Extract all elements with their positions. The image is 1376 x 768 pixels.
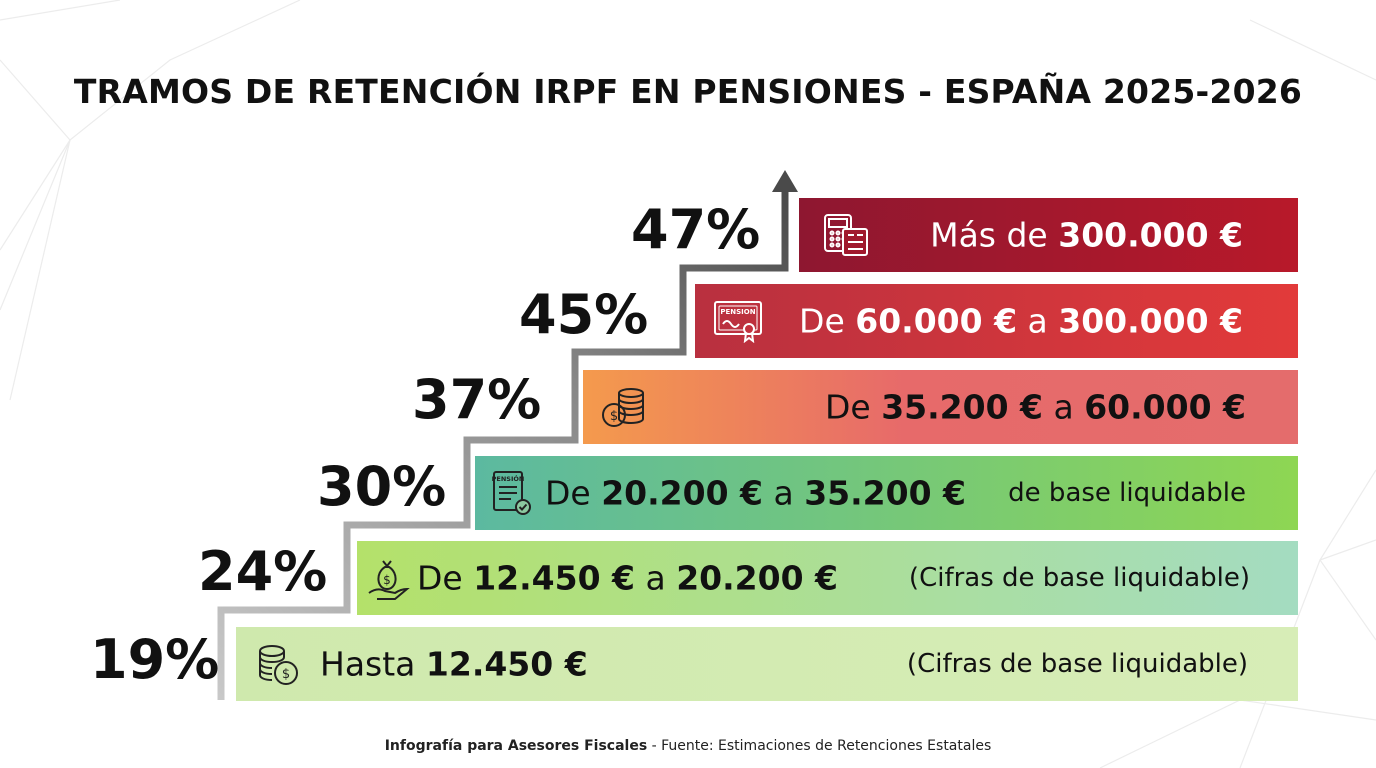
rate-19: 19% [90, 628, 220, 691]
page-title: TRAMOS DE RETENCIÓN IRPF EN PENSIONES - … [73, 72, 1303, 111]
svg-text:$: $ [383, 573, 391, 587]
tier-label-24: De 12.450 € a 20.200 € [417, 558, 838, 598]
footer-rest: - Fuente: Estimaciones de Retenciones Es… [647, 738, 992, 754]
tier-label-30: De 20.200 € a 35.200 € [545, 473, 966, 513]
svg-text:PENSIÓN: PENSIÓN [492, 474, 525, 483]
rate-30: 30% [317, 455, 447, 518]
tier-bar-47: Más de 300.000 € [799, 198, 1298, 272]
tier-label-47: Más de 300.000 € [930, 215, 1243, 255]
tier-bar-37: $ De 35.200 € a 60.000 € [583, 370, 1298, 444]
pension-document-icon: PENSIÓN [492, 471, 531, 515]
tier-note-24: (Cifras de base liquidable) [908, 563, 1250, 593]
tier-bar-30: PENSIÓN De 20.200 € a 35.200 € de base l… [475, 456, 1298, 530]
svg-text:$: $ [282, 667, 290, 682]
rate-45: 45% [519, 283, 649, 346]
money-bag-hand-icon: $ [368, 560, 410, 600]
tier-label-45: De 60.000 € a 300.000 € [799, 301, 1243, 341]
tier-bar-19: $ Hasta 12.450 € (Cifras de base liquida… [236, 627, 1298, 701]
tier-note-30: de base liquidable [1008, 478, 1246, 508]
tier-bar-45: PENSION De 60.000 € a 300.000 € [695, 284, 1298, 358]
arrow-head [772, 170, 798, 192]
svg-text:$: $ [610, 409, 618, 424]
staircase-line [217, 190, 789, 700]
pension-certificate-icon: PENSION [714, 301, 762, 343]
footer-caption: Infografía para Asesores Fiscales - Fuen… [0, 738, 1376, 754]
calculator-icon [824, 214, 868, 256]
footer-bold: Infografía para Asesores Fiscales [384, 738, 648, 754]
tier-label-37: De 35.200 € a 60.000 € [825, 387, 1246, 427]
tier-label-19: Hasta 12.450 € [320, 644, 588, 684]
tier-bar-24: $ De 12.450 € a 20.200 € (Cifras de base… [357, 541, 1298, 615]
coins-dollar-icon: $ [259, 645, 298, 685]
tier-note-19: (Cifras de base liquidable) [906, 649, 1248, 679]
coin-stack-icon: $ [602, 388, 644, 427]
rate-24: 24% [198, 540, 328, 603]
rate-47: 47% [631, 198, 761, 261]
rate-37: 37% [412, 368, 542, 431]
svg-text:PENSION: PENSION [720, 308, 755, 316]
